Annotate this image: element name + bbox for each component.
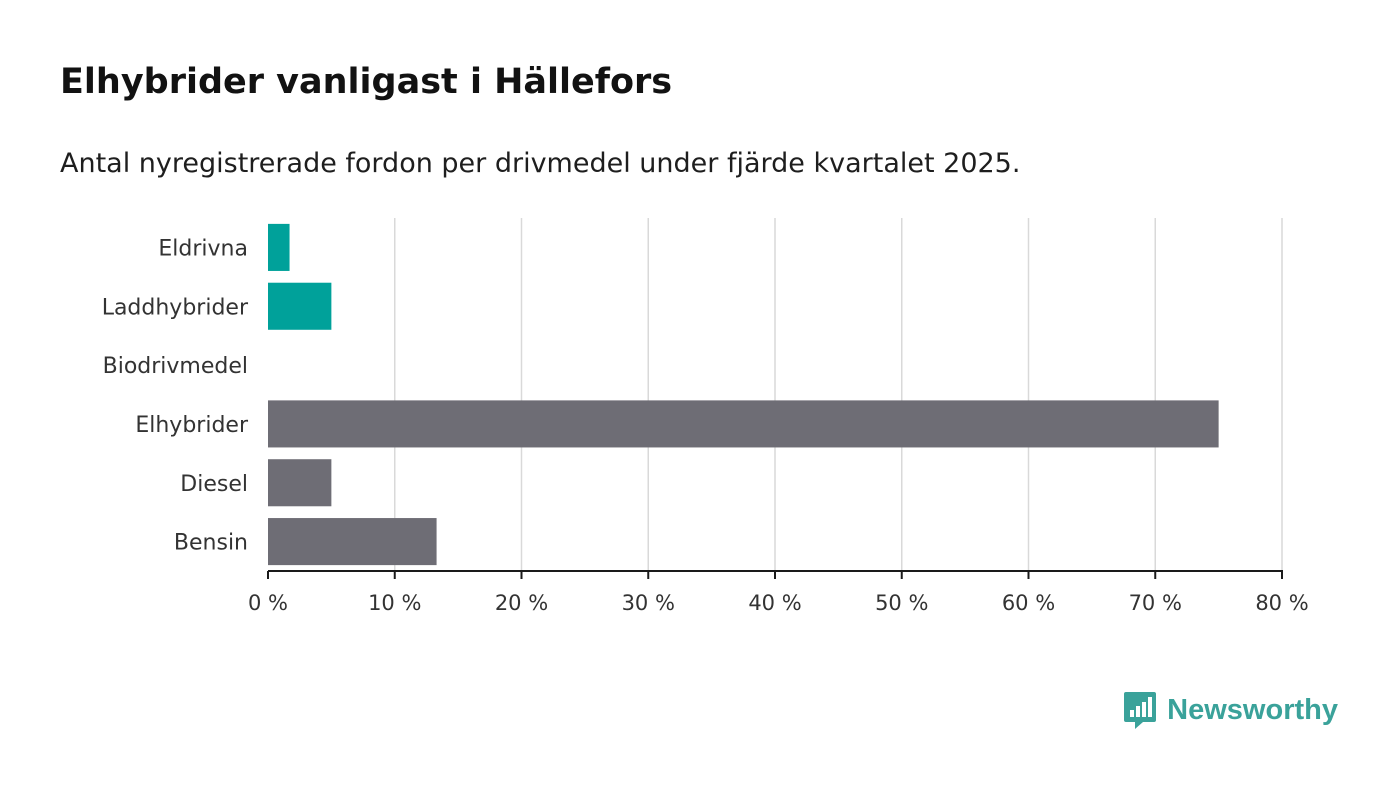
category-label: Bensin [174,531,248,556]
x-tick-label: 0 % [248,591,288,615]
category-label: Eldrivna [158,236,248,261]
chart-subtitle: Antal nyregistrerade fordon per drivmede… [60,148,1021,179]
x-tick-label: 20 % [495,591,548,615]
x-tick-label: 80 % [1255,591,1308,615]
x-tick-label: 70 % [1129,591,1182,615]
x-tick-label: 60 % [1002,591,1055,615]
category-label: Elhybrider [135,413,249,438]
newsworthy-logo: Newsworthy [1123,690,1338,730]
bar-laddhybrider [268,282,332,330]
x-tick-label: 10 % [368,591,421,615]
chart-title: Elhybrider vanligast i Hällefors [60,62,673,102]
brand-name: Newsworthy [1167,693,1338,726]
category-label: Diesel [180,472,248,497]
bar-diesel [268,459,332,507]
x-tick-label: 50 % [875,591,928,615]
category-label: Laddhybrider [102,295,249,320]
bar-elhybrider [268,400,1219,448]
bar-bensin [268,518,437,566]
bar-chart: Eldrivna Laddhybrider Biodrivmedel Elhybrid… [102,218,1309,615]
newsworthy-logo-icon [1124,692,1157,729]
x-tick-label: 40 % [748,591,801,615]
bar-eldrivna [268,223,290,271]
category-label: Biodrivmedel [103,354,248,379]
x-tick-label: 30 % [622,591,675,615]
